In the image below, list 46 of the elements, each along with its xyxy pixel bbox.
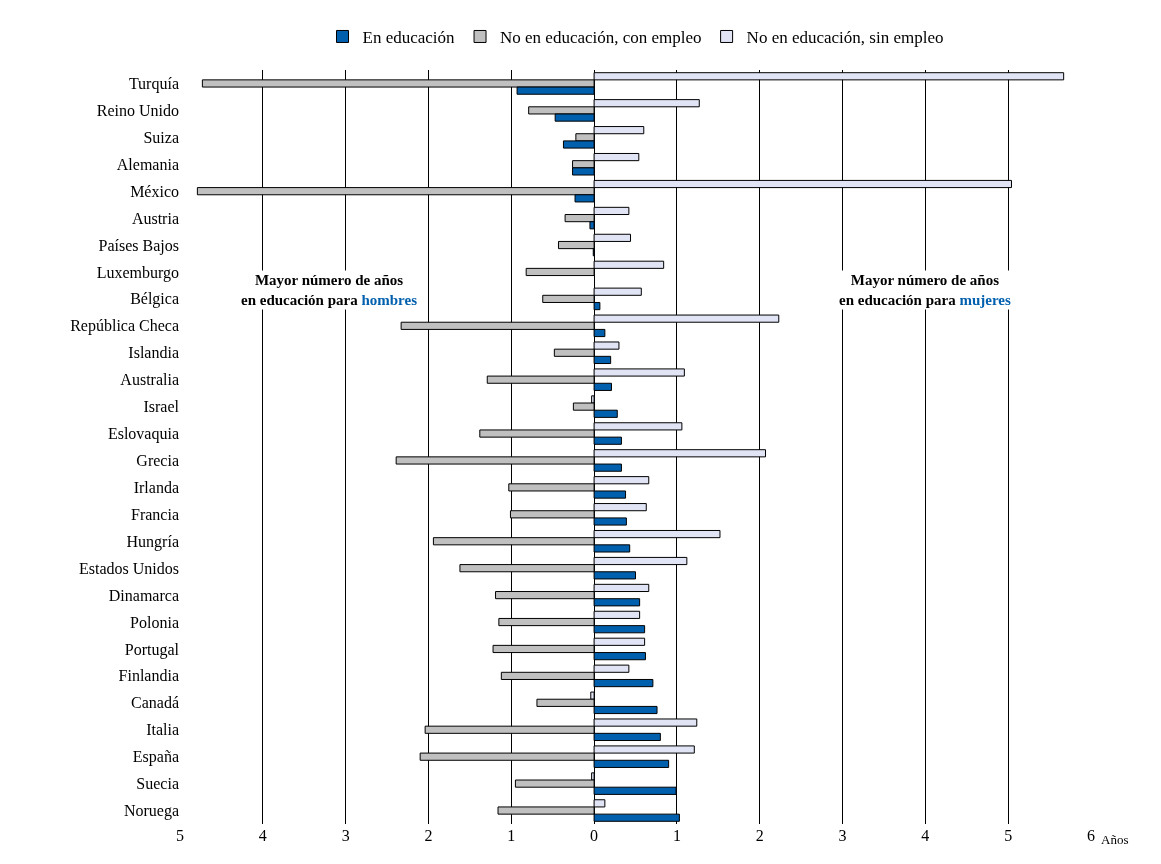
x-tick-label: 0 [590,827,599,844]
x-tick-label: 3 [838,827,847,844]
y-tick-label: Francia [131,505,179,523]
x-tick-label: 6 [1087,827,1095,844]
y-tick-label: Noruega [123,802,179,821]
y-tick-label: Finlandia [118,667,179,685]
x-tick-label: 2 [424,827,433,844]
y-tick-label: Suecia [136,775,179,793]
annotation: Mayor número de años en educación para hombres [241,272,418,308]
y-tick-label: Islandia [128,344,179,362]
y-tick-label: Eslovaquia [107,425,179,444]
y-tick-label: Bélgica [130,290,179,309]
x-axis-title: Años [1101,832,1129,847]
x-tick-label: 1 [672,827,681,844]
y-tick-label: Canadá [131,694,179,712]
y-tick-label: Australia [120,371,179,389]
legend-label: En educación [362,28,456,48]
y-tick-label: Alemania [116,155,179,173]
y-tick-label: Reino Unido [96,101,179,119]
y-tick-label: Países Bajos [98,236,179,255]
annotation: Mayor número de años en educación para mujeres [839,272,1011,308]
y-tick-label: Austria [131,209,179,227]
y-tick-label: Israel [143,398,180,416]
y-tick-label: Portugal [124,640,180,659]
y-tick-label: Italia [146,721,179,739]
x-tick-label: 4 [258,827,267,844]
y-tick-label: Polonia [130,613,179,631]
y-tick-label: República Checa [70,317,179,336]
y-tick-label: Dinamarca [108,586,179,604]
x-tick-label: 5 [176,827,184,844]
x-tick-label: 1 [507,827,516,844]
y-tick-label: Hungría [126,532,179,551]
y-tick-label: Luxemburgo [96,263,179,282]
x-tick-label: 2 [755,827,764,844]
y-tick-label: México [130,182,179,200]
y-tick-label: Suiza [143,128,179,146]
y-tick-label: Irlanda [133,478,179,496]
y-tick-label: Grecia [136,452,179,470]
y-tick-label: Estados Unidos [79,559,179,577]
y-tick-label: España [132,748,179,767]
x-tick-label: 3 [341,827,350,844]
legend-label: No en educación, con empleo [500,28,702,48]
x-tick-label: 4 [921,827,930,844]
legend-label: No en educación, sin empleo [746,28,944,48]
x-tick-label: 5 [1004,827,1013,844]
y-tick-label: Turquía [128,75,179,94]
